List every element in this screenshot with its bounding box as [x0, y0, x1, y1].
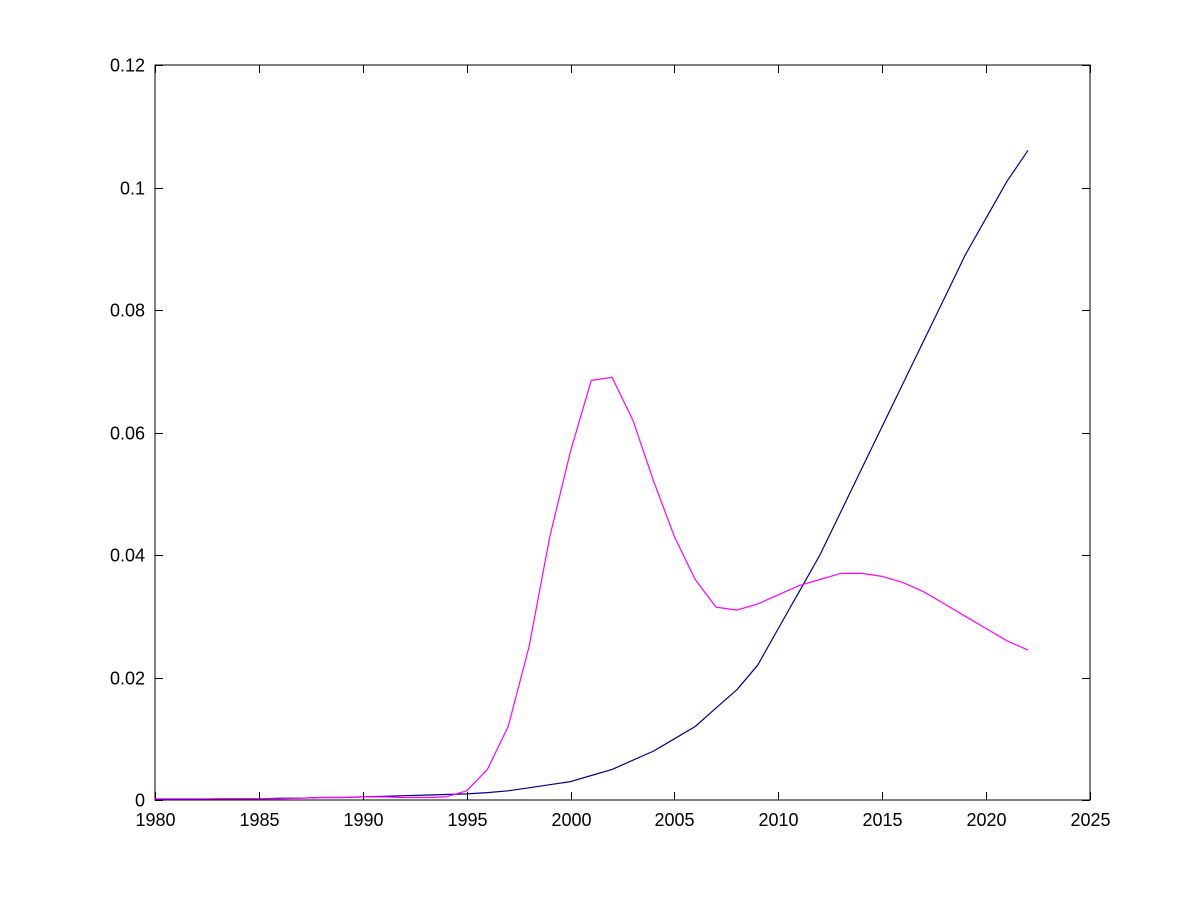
- axes-box: [154, 64, 1091, 801]
- y-axis-tick-label: 0.08: [110, 301, 145, 321]
- y-axis-tick-label: 0.1: [120, 179, 145, 199]
- x-axis-tick-label: 2020: [966, 810, 1006, 830]
- x-axis-tick-label: 1990: [343, 810, 383, 830]
- y-axis-tick-label: 0.02: [110, 669, 145, 689]
- x-axis-tick-label: 2005: [654, 810, 694, 830]
- y-axis-tick-label: 0: [135, 791, 145, 811]
- y-axis-tick-label: 0.06: [110, 424, 145, 444]
- x-axis-tick-label: 2010: [758, 810, 798, 830]
- x-axis-tick-label: 2025: [1070, 810, 1110, 830]
- x-axis-tick-label: 1995: [447, 810, 487, 830]
- y-axis-tick-label: 0.12: [110, 56, 145, 76]
- x-axis-tick-label: 2015: [862, 810, 902, 830]
- x-axis-tick-label: 1980: [135, 810, 175, 830]
- x-axis-tick-label: 2000: [551, 810, 591, 830]
- y-axis-tick-label: 0.04: [110, 546, 145, 566]
- series-blue-sigmoid-line: [154, 150, 1029, 801]
- series-magenta-peaked-line: [154, 376, 1029, 800]
- x-axis-tick-label: 1985: [239, 810, 279, 830]
